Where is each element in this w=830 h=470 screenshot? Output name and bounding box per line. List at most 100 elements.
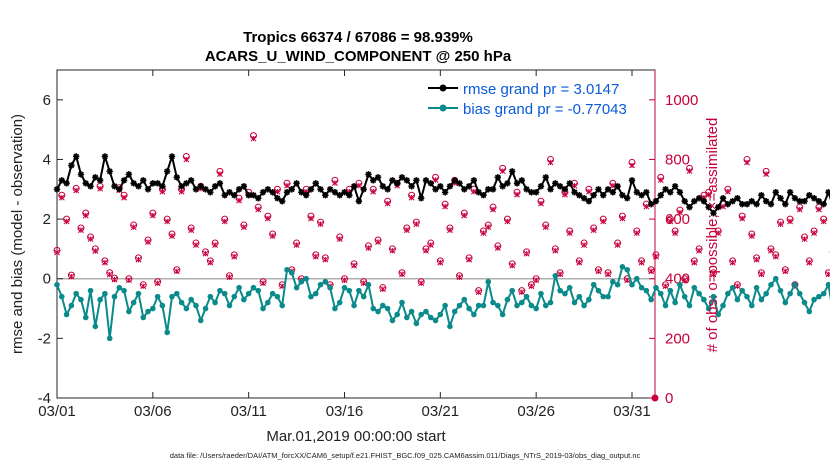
obs-assimilated-point	[106, 271, 113, 278]
obs-assimilated-point	[164, 218, 171, 225]
obs-assimilated-point	[58, 194, 65, 201]
bias-point	[284, 266, 290, 273]
rmse-point	[509, 168, 516, 175]
bias-point	[782, 299, 789, 306]
x-tick-label: 03/26	[517, 403, 555, 420]
rmse-point	[810, 195, 818, 202]
bias-point	[729, 284, 736, 291]
rmse-point	[739, 200, 746, 208]
rmse-point	[633, 189, 640, 196]
bias-point	[629, 281, 635, 288]
bias-point	[447, 323, 453, 330]
rmse-point	[245, 192, 252, 199]
rmse-point	[365, 171, 372, 178]
rmse-point	[140, 177, 147, 184]
obs-assimilated-point	[528, 283, 535, 290]
obs-assimilated-point	[193, 242, 199, 248]
bias-point	[638, 284, 645, 291]
bias-point	[590, 281, 597, 288]
rmse-series	[53, 153, 830, 217]
bias-point	[437, 311, 444, 318]
rmse-point	[92, 174, 99, 181]
rmse-point	[628, 177, 636, 184]
rmse-point	[168, 153, 176, 160]
rmse-point	[370, 177, 377, 184]
rmse-point	[662, 186, 669, 193]
legend-rmse-marker	[439, 84, 447, 92]
rmse-point	[815, 198, 823, 205]
rmse-point	[259, 189, 267, 196]
y-tick-label: 2	[43, 211, 51, 228]
bias-point	[518, 299, 525, 306]
obs-assimilated-point	[619, 215, 626, 222]
obs-assimilated-point	[523, 250, 530, 257]
bias-point	[547, 299, 554, 306]
rmse-point	[451, 177, 458, 184]
obs-end-point	[651, 394, 659, 402]
rmse-point	[777, 195, 784, 202]
rmse-point	[408, 183, 415, 190]
obs-assimilated-point	[427, 242, 434, 248]
rmse-point	[173, 174, 180, 181]
bias-point	[341, 284, 348, 291]
obs-assimilated-point	[744, 159, 750, 166]
bias-point	[212, 299, 218, 306]
rmse-point	[336, 192, 343, 199]
obs-assimilated-point	[806, 259, 813, 266]
obs-assimilated-point	[159, 188, 166, 195]
bias-point	[73, 290, 79, 297]
obs-assimilated-point	[403, 227, 410, 234]
x-tick-label: 03/16	[326, 403, 364, 420]
obs-assimilated-point	[78, 227, 84, 234]
rmse-point	[389, 177, 396, 184]
bias-point	[657, 290, 664, 297]
bias-point	[399, 299, 405, 306]
obs-assimilated-point	[212, 242, 219, 248]
obs-assimilated-point	[293, 242, 300, 248]
bias-point	[662, 302, 669, 309]
obs-assimilated-point	[101, 259, 108, 266]
rmse-point	[638, 192, 645, 199]
y-right-tick-label: 800	[665, 151, 690, 168]
bias-point	[499, 311, 506, 318]
bias-point	[375, 308, 381, 315]
bias-point	[739, 287, 746, 294]
bias-point	[164, 329, 171, 336]
bias-point	[102, 290, 108, 297]
bias-point	[753, 284, 760, 291]
y-right-tick-label: 400	[665, 271, 690, 288]
obs-assimilated-point	[437, 259, 444, 266]
bias-point	[303, 275, 309, 282]
obs-assimilated-point	[815, 206, 822, 213]
obs-assimilated-point	[221, 218, 228, 225]
rmse-point	[207, 189, 214, 196]
rmse-point	[489, 186, 497, 193]
y-axis-left: -4 -2 0 2 4 6	[38, 92, 63, 407]
bias-point	[725, 290, 731, 297]
bias-point	[816, 293, 822, 300]
bias-point	[413, 320, 420, 327]
bias-point	[173, 290, 180, 297]
obs-assimilated-point	[514, 191, 520, 198]
obs-assimilated-point	[739, 215, 746, 222]
bias-point	[274, 293, 281, 300]
bias-point	[250, 284, 257, 291]
bias-point	[207, 293, 214, 300]
legend-bias-marker	[439, 104, 447, 112]
rmse-point	[753, 200, 760, 208]
rmse-point	[288, 186, 295, 193]
bias-point	[533, 305, 539, 312]
obs-assimilated-point	[470, 188, 477, 195]
obs-assimilated-point	[533, 277, 540, 284]
obs-assimilated-point	[236, 197, 243, 204]
bias-point	[768, 281, 774, 288]
obs-assimilated-point	[97, 185, 104, 192]
bias-point	[581, 302, 587, 309]
bias-point	[111, 293, 118, 300]
bias-point	[566, 284, 573, 291]
y-right-tick-label: 600	[665, 211, 690, 228]
x-axis-label: Mar.01,2019 00:00:00 start	[266, 428, 446, 445]
bias-point	[748, 302, 755, 309]
obs-assimilated-point	[801, 236, 808, 243]
